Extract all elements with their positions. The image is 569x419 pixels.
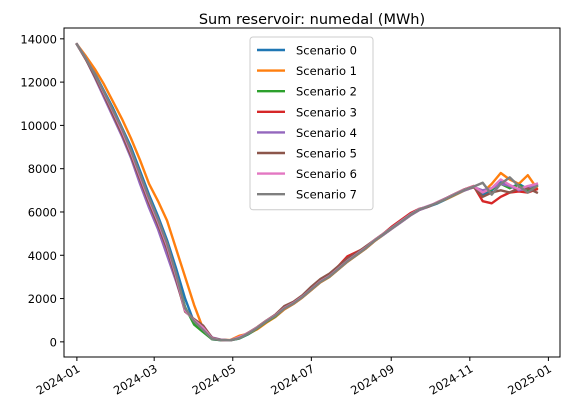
y-tick-label: 2000 xyxy=(28,292,57,306)
legend-label: Scenario 1 xyxy=(296,64,357,78)
legend-box xyxy=(249,36,374,211)
chart-title: Sum reservoir: numedal (MWh) xyxy=(199,12,425,28)
series-line-7 xyxy=(75,42,539,342)
y-tick-label: 6000 xyxy=(28,205,57,219)
legend-label: Scenario 2 xyxy=(296,85,357,99)
x-tick-label: 2024-05 xyxy=(190,361,239,397)
legend-label: Scenario 5 xyxy=(296,147,357,161)
legend-label: Scenario 0 xyxy=(296,44,357,58)
legend: Scenario 0 Scenario 1 Scenario 2 Scenario 3… xyxy=(249,36,374,211)
series-layer xyxy=(75,42,539,342)
y-axis: 0 2000 4000 6000 8000 10000 12000 14000 xyxy=(20,32,64,349)
x-tick-label: 2025-01 xyxy=(505,361,554,397)
x-tick-label: 2024-07 xyxy=(268,361,317,397)
legend-label: Scenario 6 xyxy=(296,167,357,181)
y-tick-label: 8000 xyxy=(28,162,57,176)
legend-label: Scenario 7 xyxy=(296,188,357,202)
legend-label: Scenario 3 xyxy=(296,105,357,119)
y-tick-label: 14000 xyxy=(20,32,57,46)
plot-frame xyxy=(63,27,561,358)
x-tick-label: 2024-01 xyxy=(34,361,83,397)
y-tick-label: 0 xyxy=(50,335,57,349)
legend-label: Scenario 4 xyxy=(296,126,357,140)
y-tick-label: 12000 xyxy=(20,76,57,90)
y-tick-label: 4000 xyxy=(28,249,57,263)
x-tick-label: 2024-03 xyxy=(111,361,160,397)
x-tick-label: 2024-11 xyxy=(427,361,476,397)
x-axis: 2024-01 2024-03 2024-05 2024-07 2024-09 2024-… xyxy=(34,357,554,398)
y-tick-label: 10000 xyxy=(20,119,57,133)
x-tick-label: 2024-09 xyxy=(348,361,397,397)
